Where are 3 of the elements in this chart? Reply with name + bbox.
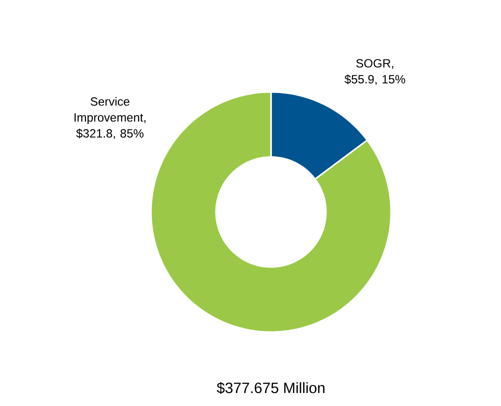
text: $377.675 Million xyxy=(216,382,324,394)
slice-label: Service Improvement, $321.8, 85% xyxy=(74,96,146,140)
slice-label: SOGR, $55.9, 15% xyxy=(344,59,406,85)
